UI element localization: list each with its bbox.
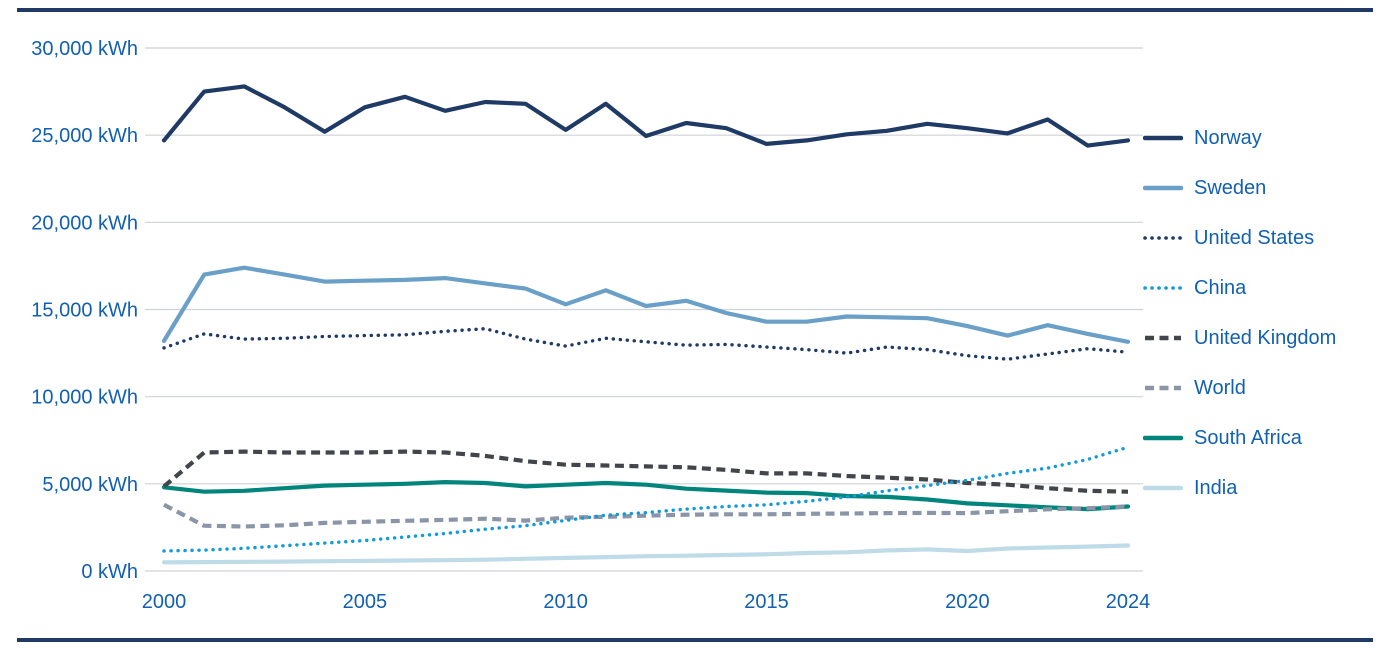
legend-label: Norway xyxy=(1194,126,1262,149)
legend-label: Sweden xyxy=(1194,176,1267,199)
legend-label: United States xyxy=(1194,226,1315,249)
legend-swatch-united-kingdom xyxy=(1145,335,1181,341)
legend-label: South Africa xyxy=(1194,426,1302,449)
x-tick-label: 2005 xyxy=(343,591,388,613)
legend-item-sweden: Sweden xyxy=(1143,176,1266,200)
legend-swatch-china xyxy=(1143,286,1183,290)
legend-item-south-africa: South Africa xyxy=(1143,426,1302,450)
legend-item-united-states: United States xyxy=(1143,226,1314,250)
series-line-world xyxy=(163,502,1129,529)
x-axis-labels: 2000 2005 2010 2015 2020 2024 xyxy=(142,591,1151,613)
y-tick-label: 5,000 kWh xyxy=(42,474,138,496)
y-tick-label: 0 kWh xyxy=(81,561,138,583)
y-tick-label: 30,000 kWh xyxy=(31,38,138,60)
legend-label: China xyxy=(1194,276,1247,299)
legend-swatch-united-states xyxy=(1143,236,1183,240)
legend-swatch-india xyxy=(1143,485,1183,491)
series-line-united-kingdom xyxy=(162,449,1129,494)
x-tick-label: 2015 xyxy=(744,591,789,613)
legend-swatch-world xyxy=(1145,385,1181,391)
legend-item-united-kingdom: United Kingdom xyxy=(1143,326,1336,350)
legend-label: World xyxy=(1194,376,1246,399)
y-tick-label: 20,000 kWh xyxy=(31,212,138,234)
legend-item-world: World xyxy=(1143,376,1246,400)
legend-label: India xyxy=(1194,476,1238,499)
legend-swatch-norway xyxy=(1143,135,1183,141)
x-tick-label: 2010 xyxy=(543,591,588,613)
series-line-india xyxy=(161,543,1131,565)
bottom-border-rule xyxy=(17,638,1373,642)
y-tick-label: 25,000 kWh xyxy=(31,125,138,147)
legend-swatch-south-africa xyxy=(1143,435,1183,441)
legend-item-india: India xyxy=(1143,476,1237,500)
series-lines xyxy=(161,84,1131,565)
series-line-norway xyxy=(161,84,1131,148)
top-border-rule xyxy=(17,8,1373,12)
y-axis-labels: 0 kWh 5,000 kWh 10,000 kWh 15,000 kWh 20,000… xyxy=(31,38,138,583)
series-line-sweden xyxy=(161,265,1131,344)
x-tick-label: 2000 xyxy=(142,591,187,613)
x-tick-label: 2024 xyxy=(1106,591,1151,613)
y-tick-label: 15,000 kWh xyxy=(31,300,138,322)
y-tick-label: 10,000 kWh xyxy=(31,387,138,409)
gridlines xyxy=(145,47,1143,572)
legend-item-norway: Norway xyxy=(1143,126,1262,150)
legend-swatch-sweden xyxy=(1143,185,1183,191)
series-line-south-africa xyxy=(161,480,1131,512)
x-tick-label: 2020 xyxy=(945,591,990,613)
series-line-china xyxy=(162,445,1130,553)
legend-label: United Kingdom xyxy=(1194,326,1337,349)
series-line-united-states xyxy=(162,327,1130,361)
legend-item-china: China xyxy=(1143,276,1246,300)
